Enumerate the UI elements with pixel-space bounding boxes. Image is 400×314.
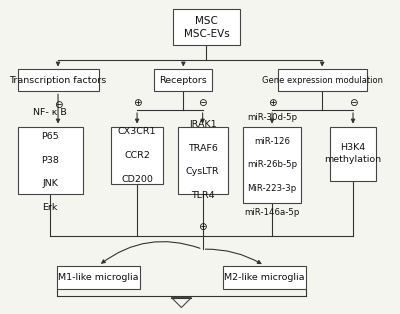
Text: Gene expression modulation: Gene expression modulation	[262, 76, 383, 85]
Text: MSC
MSC-EVs: MSC MSC-EVs	[184, 16, 229, 39]
FancyBboxPatch shape	[178, 127, 228, 194]
Text: miR-30d-5p

miR-126

miR-26b-5p

MiR-223-3p

miR-146a-5p: miR-30d-5p miR-126 miR-26b-5p MiR-223-3p…	[244, 113, 300, 217]
Text: H3K4
methylation: H3K4 methylation	[324, 143, 382, 164]
Text: IRAK1

TRAF6

CysLTR

TLR4: IRAK1 TRAF6 CysLTR TLR4	[186, 120, 220, 200]
Text: M2-like microglia: M2-like microglia	[224, 273, 304, 282]
Text: ⊖: ⊖	[54, 100, 62, 110]
FancyBboxPatch shape	[18, 69, 98, 91]
FancyBboxPatch shape	[330, 127, 376, 181]
Text: ⊕: ⊕	[198, 222, 207, 232]
FancyBboxPatch shape	[278, 69, 366, 91]
FancyBboxPatch shape	[173, 9, 240, 45]
FancyBboxPatch shape	[18, 127, 83, 194]
Text: ⊖: ⊖	[349, 98, 358, 108]
Text: ⊕: ⊕	[268, 98, 276, 108]
Text: M1-like microglia: M1-like microglia	[58, 273, 139, 282]
Text: Transcription factors: Transcription factors	[9, 76, 107, 85]
FancyBboxPatch shape	[57, 266, 140, 289]
Text: CX3CR1

CCR2

CD200: CX3CR1 CCR2 CD200	[118, 127, 156, 184]
FancyBboxPatch shape	[243, 127, 301, 203]
Text: NF- κ B

P65

P38

JNK

Erk: NF- κ B P65 P38 JNK Erk	[34, 108, 67, 212]
Text: ⊖: ⊖	[198, 98, 207, 108]
Text: ⊕: ⊕	[133, 98, 142, 108]
FancyBboxPatch shape	[154, 69, 212, 91]
Text: Receptors: Receptors	[160, 76, 207, 85]
FancyBboxPatch shape	[111, 127, 163, 184]
FancyBboxPatch shape	[223, 266, 306, 289]
